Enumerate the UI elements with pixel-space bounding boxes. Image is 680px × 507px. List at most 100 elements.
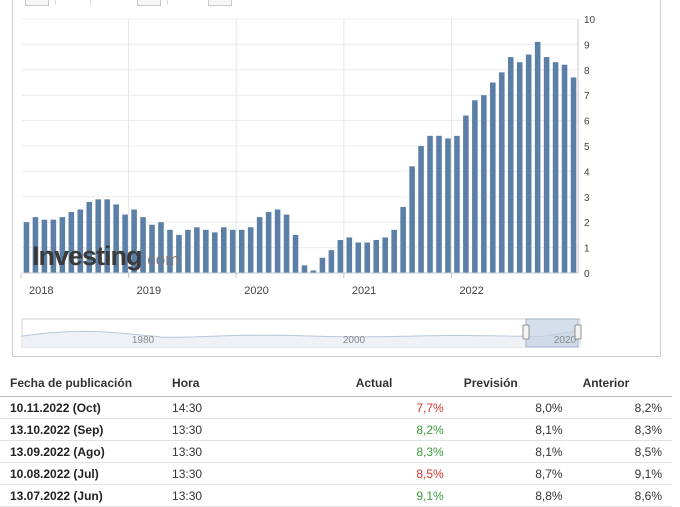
bar	[265, 212, 272, 273]
bar	[490, 82, 496, 273]
range-tab[interactable]	[167, 0, 202, 5]
bar	[382, 237, 388, 273]
bar	[131, 209, 137, 273]
bar	[346, 237, 353, 273]
release-time: 13:30	[162, 462, 346, 485]
bar	[77, 209, 84, 273]
range-tab[interactable]	[208, 0, 232, 6]
watermark-brand: Investing	[32, 241, 143, 271]
bar	[256, 217, 263, 273]
bar	[41, 219, 48, 273]
actual-value: 8,2%	[345, 418, 454, 441]
bar	[552, 62, 559, 274]
navigator-line	[21, 330, 581, 338]
bar	[23, 222, 30, 273]
watermark-logo: Investing .com	[32, 236, 179, 272]
bar	[283, 214, 290, 273]
y-tick-label: 4	[584, 167, 590, 178]
x-tick-label: 2018	[29, 285, 53, 297]
release-time: 13:30	[162, 484, 346, 507]
bar	[543, 57, 550, 273]
previous-value: 8,3%	[572, 418, 672, 441]
bar	[534, 41, 541, 273]
x-tick-label: 2020	[244, 285, 268, 297]
y-tick-label: 9	[584, 40, 590, 51]
bar	[50, 219, 57, 273]
bar	[436, 135, 442, 273]
bar	[391, 229, 397, 273]
bar	[167, 229, 173, 273]
range-tab[interactable]	[137, 0, 161, 6]
bar	[525, 54, 532, 274]
table-row: 13.10.2022 (Sep) 13:30 8,2% 8,1% 8,3%	[0, 418, 672, 441]
table-row: 13.09.2022 (Ago) 13:30 8,3% 8,1% 8,5%	[0, 440, 672, 463]
table-row: 10.08.2022 (Jul) 13:30 8,5% 8,7% 9,1%	[0, 462, 672, 485]
range-tab[interactable]	[25, 0, 49, 6]
forecast-value: 8,0%	[453, 396, 573, 419]
bar	[86, 201, 93, 273]
col-header-date[interactable]: Fecha de publicación	[0, 370, 163, 397]
col-header-actual[interactable]: Actual	[345, 370, 454, 397]
bar	[229, 229, 236, 273]
col-header-forecast[interactable]: Previsión	[453, 370, 573, 397]
navigator-label: 2020	[554, 335, 577, 346]
forecast-value: 8,7%	[453, 462, 573, 485]
cpi-bar-chart: 0 1 2 3 4 5 6 7 8 9 10 2018 2019 2020 2021 2022 1980 20…	[20, 15, 596, 348]
bar	[337, 239, 344, 273]
release-date: 10.11.2022 (Oct)	[0, 396, 163, 419]
bar	[59, 217, 66, 273]
bar	[561, 64, 568, 273]
bar	[319, 257, 326, 273]
forecast-value: 8,8%	[453, 484, 573, 507]
bar	[301, 265, 308, 273]
watermark-domain: .com	[142, 250, 180, 269]
release-table: Fecha de publicación Hora Actual Previsi…	[0, 370, 672, 507]
range-tabs	[25, 0, 238, 6]
bar	[113, 204, 119, 273]
bar	[570, 77, 577, 273]
bar	[364, 242, 371, 273]
col-header-time[interactable]: Hora	[162, 370, 346, 397]
bar	[104, 199, 110, 273]
navigator-area	[22, 330, 580, 347]
bar	[516, 62, 523, 274]
actual-value: 9,1%	[345, 484, 454, 507]
actual-value: 7,7%	[345, 396, 454, 419]
bar	[203, 229, 209, 273]
y-tick-label: 7	[584, 91, 590, 102]
table-header-row: Fecha de publicación Hora Actual Previsi…	[0, 370, 672, 397]
col-header-previous[interactable]: Anterior	[572, 370, 672, 397]
bar	[95, 199, 102, 273]
bar	[32, 217, 39, 273]
bar	[472, 100, 478, 273]
bar	[247, 227, 254, 273]
y-tick-label: 8	[584, 66, 590, 77]
release-date: 13.10.2022 (Sep)	[0, 418, 163, 441]
x-tick-label: 2021	[352, 285, 376, 297]
bar	[122, 214, 128, 273]
y-tick-label: 3	[584, 193, 590, 204]
bar	[292, 234, 299, 273]
release-time: 13:30	[162, 418, 346, 441]
bar	[400, 206, 406, 273]
bar	[220, 227, 227, 273]
previous-value: 8,6%	[572, 484, 672, 507]
navigator-handle	[522, 324, 530, 340]
bar	[212, 232, 218, 273]
bar	[158, 222, 164, 273]
bar	[373, 239, 380, 273]
y-tick-label: 5	[584, 142, 590, 153]
range-tab[interactable]	[90, 0, 131, 5]
bar	[427, 135, 433, 273]
bar	[274, 209, 281, 273]
chart-container	[12, 0, 661, 357]
actual-value: 8,5%	[345, 462, 454, 485]
bar	[355, 242, 362, 273]
release-date: 13.09.2022 (Ago)	[0, 440, 163, 463]
release-time: 13:30	[162, 440, 346, 463]
range-tab[interactable]	[55, 0, 84, 5]
bar	[310, 270, 317, 273]
forecast-value: 8,1%	[453, 418, 573, 441]
forecast-value: 8,1%	[453, 440, 573, 463]
release-time: 14:30	[162, 396, 346, 419]
